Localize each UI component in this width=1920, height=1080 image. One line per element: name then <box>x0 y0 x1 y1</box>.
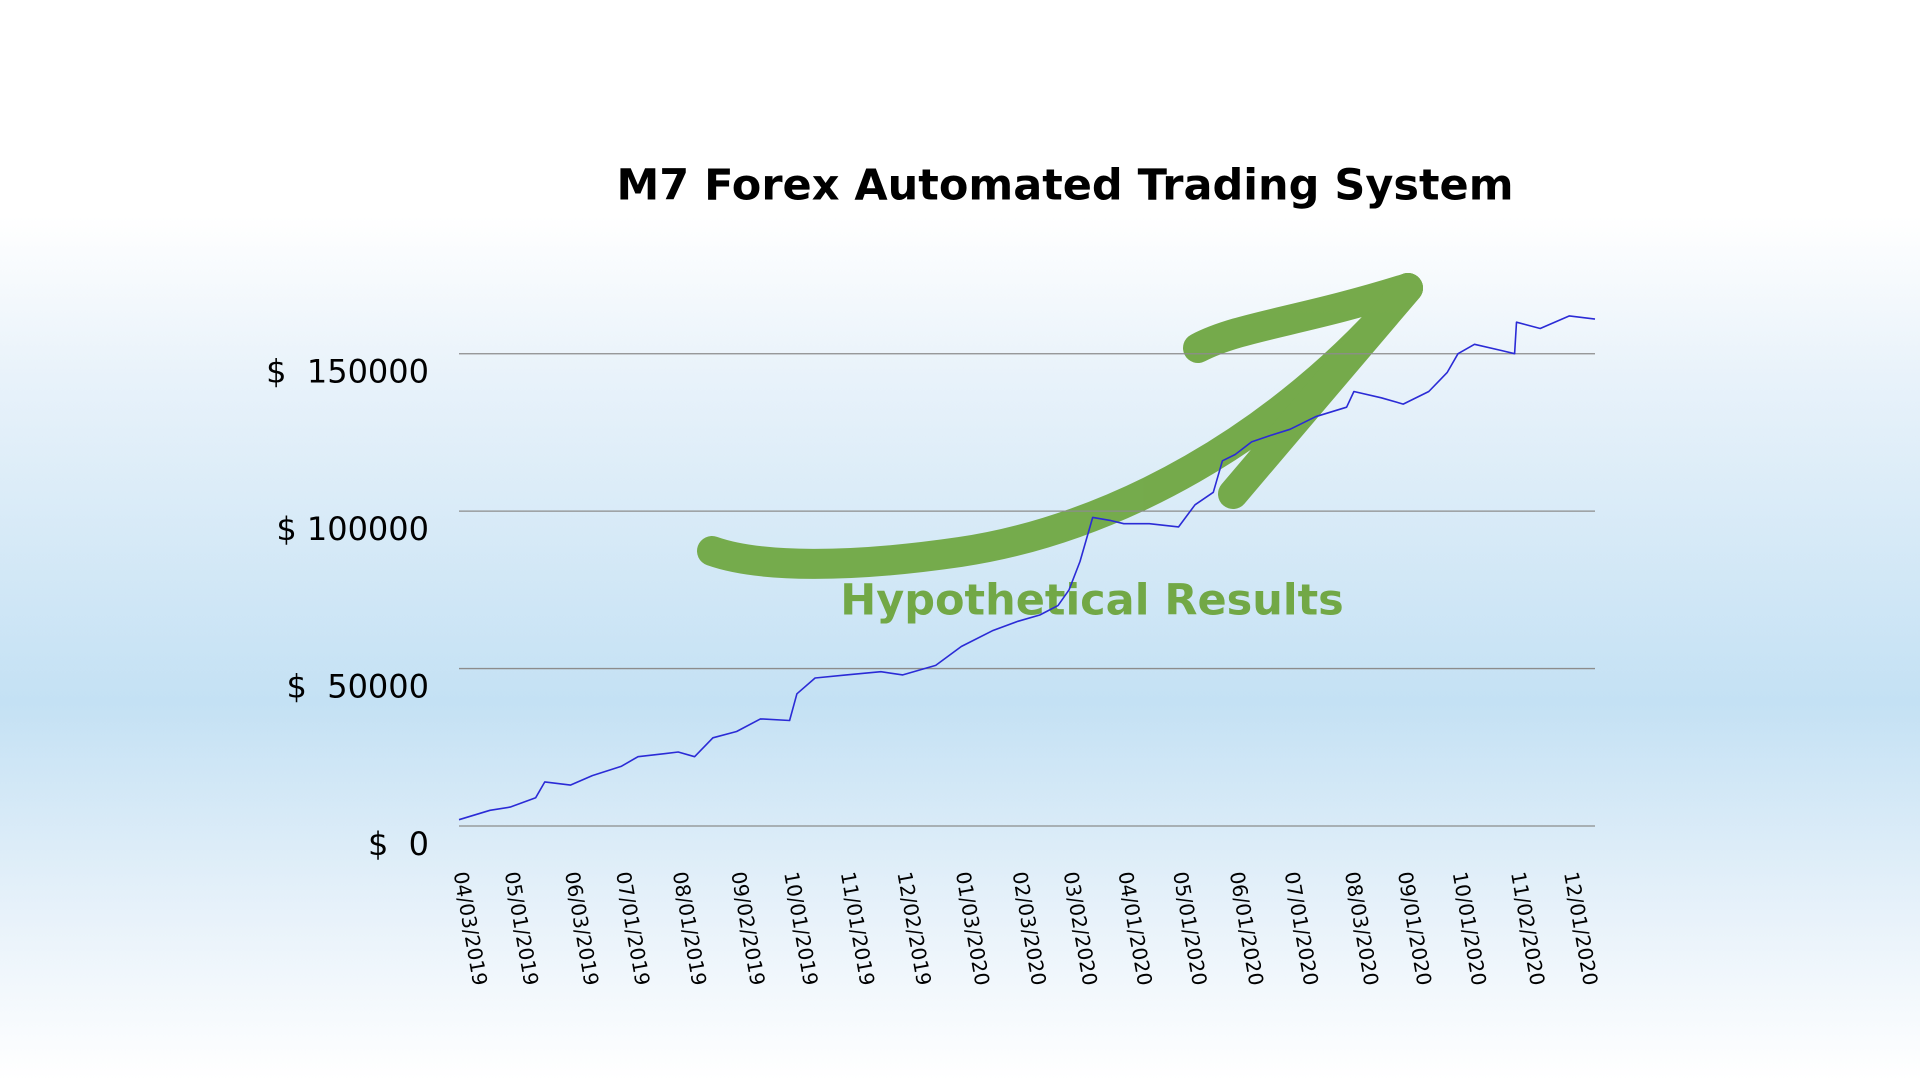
x-tick-label: 04/01/2020 <box>1113 870 1157 988</box>
y-tick-label: $ 100000 <box>276 510 429 548</box>
x-tick-label: 07/01/2020 <box>1280 870 1324 988</box>
arrow <box>697 273 1423 579</box>
annotation: Hypothetical Results <box>840 576 1344 626</box>
y-tick-label: $ 150000 <box>266 353 429 391</box>
x-tick-label: 05/01/2019 <box>500 870 544 988</box>
x-tick-label: 09/02/2019 <box>726 870 770 988</box>
arrow-barb <box>1218 273 1423 509</box>
x-tick-label: 10/01/2020 <box>1448 870 1492 988</box>
y-tick-label: $ 50000 <box>287 668 430 706</box>
x-tick-label: 10/01/2019 <box>779 870 823 988</box>
x-tick-label: 12/02/2019 <box>892 870 936 988</box>
x-tick-label: 04/03/2019 <box>449 870 493 988</box>
data-line <box>458 315 1596 821</box>
x-tick-label: 09/01/2020 <box>1393 870 1437 988</box>
x-tick-label: 11/02/2020 <box>1506 870 1550 988</box>
x-tick-label: 06/01/2020 <box>1225 870 1269 988</box>
x-tick-label: 08/03/2020 <box>1340 870 1384 988</box>
arrow-barb <box>1183 273 1423 363</box>
x-tick-label: 06/03/2019 <box>560 870 604 988</box>
chart-title: M7 Forex Automated Trading System <box>616 161 1513 211</box>
x-tick-label: 11/01/2019 <box>836 870 880 988</box>
x-tick-label: 12/01/2020 <box>1559 870 1603 988</box>
x-tick-label: 01/03/2020 <box>951 870 995 988</box>
x-tick-label: 02/03/2020 <box>1008 870 1052 988</box>
x-tick-label: 08/01/2019 <box>668 870 712 988</box>
x-tick-label: 03/02/2020 <box>1059 870 1103 988</box>
x-tick-label: 05/01/2020 <box>1168 870 1212 988</box>
y-tick-label: $ 0 <box>368 825 429 863</box>
x-tick-label: 07/01/2019 <box>611 870 655 988</box>
